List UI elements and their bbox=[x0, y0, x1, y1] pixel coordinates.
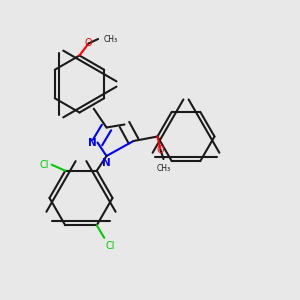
Text: O: O bbox=[157, 145, 164, 155]
Text: N: N bbox=[102, 158, 111, 169]
Text: Cl: Cl bbox=[106, 241, 115, 251]
Text: N: N bbox=[88, 137, 97, 148]
Text: Cl: Cl bbox=[40, 160, 50, 170]
Text: CH₃: CH₃ bbox=[156, 164, 171, 173]
Text: CH₃: CH₃ bbox=[103, 34, 118, 43]
Text: O: O bbox=[85, 38, 92, 49]
